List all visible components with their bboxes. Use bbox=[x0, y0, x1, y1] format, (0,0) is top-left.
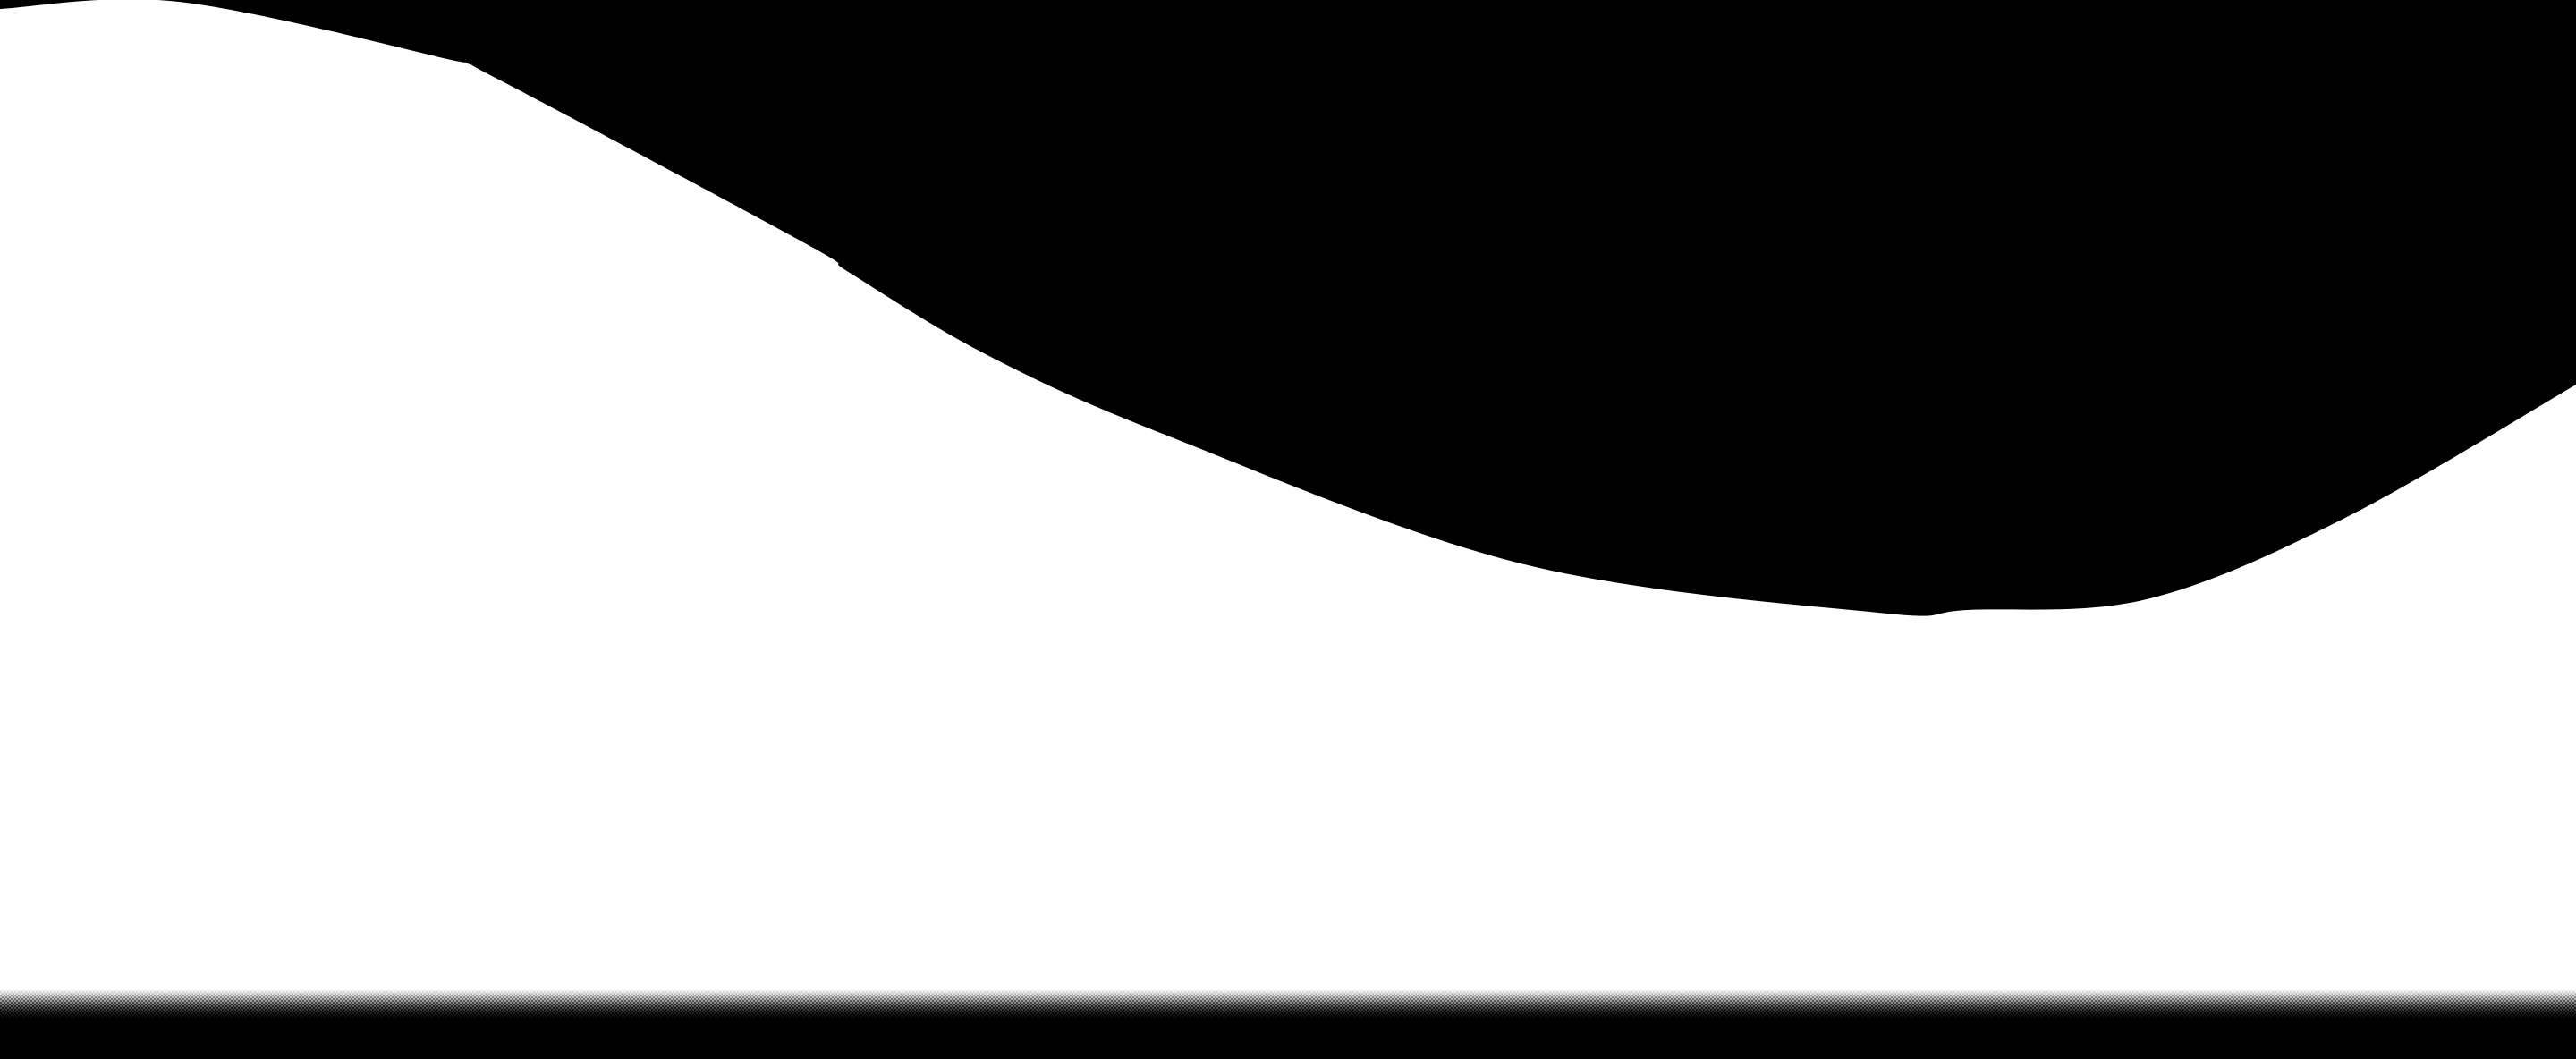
bottom-band-dither bbox=[0, 989, 2576, 1020]
bottom-band-solid bbox=[0, 1018, 2576, 1059]
wave-shape bbox=[0, 0, 2576, 616]
